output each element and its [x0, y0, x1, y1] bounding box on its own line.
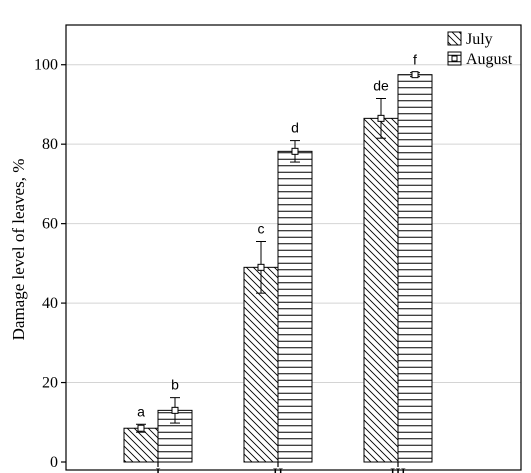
legend-label-august: August [466, 51, 513, 68]
y-tick-label: 100 [34, 57, 58, 74]
x-tick-label: II [273, 466, 284, 473]
mean-marker [291, 147, 299, 155]
significance-letter: c [258, 221, 265, 237]
bars [123, 74, 433, 463]
y-tick-label: 0 [50, 454, 58, 471]
y-tick-label: 60 [42, 216, 58, 233]
error-bars [136, 71, 420, 433]
significance-letter: a [137, 403, 145, 419]
legend-label-july: July [466, 31, 493, 48]
mean-marker [137, 424, 145, 432]
significance-letter: de [373, 77, 389, 93]
significance-letter: d [291, 120, 299, 136]
significance-labels: a c de b d f [137, 52, 417, 420]
x-tick-label: III [390, 466, 406, 473]
bar-august-III [397, 74, 433, 463]
bar-august-II [277, 150, 313, 463]
significance-letter: f [413, 52, 417, 68]
plot-frame [65, 24, 522, 471]
bar-july-II [243, 266, 279, 463]
x-tick-label: I [155, 466, 160, 473]
y-axis-title: Damage level of leaves, % [9, 159, 28, 341]
bar-july-I [123, 427, 159, 463]
bar-july-III [363, 117, 399, 463]
y-tick-label: 20 [42, 375, 58, 392]
legend-marker [451, 55, 458, 62]
legend: July August [447, 31, 513, 68]
y-tick-label: 40 [42, 295, 58, 312]
significance-letter: b [171, 377, 179, 393]
legend-swatch-july [447, 31, 462, 46]
mean-marker [257, 263, 265, 271]
mean-marker [411, 71, 419, 79]
mean-marker [377, 114, 385, 122]
y-tick-label: 80 [42, 136, 58, 153]
mean-marker [171, 406, 179, 414]
